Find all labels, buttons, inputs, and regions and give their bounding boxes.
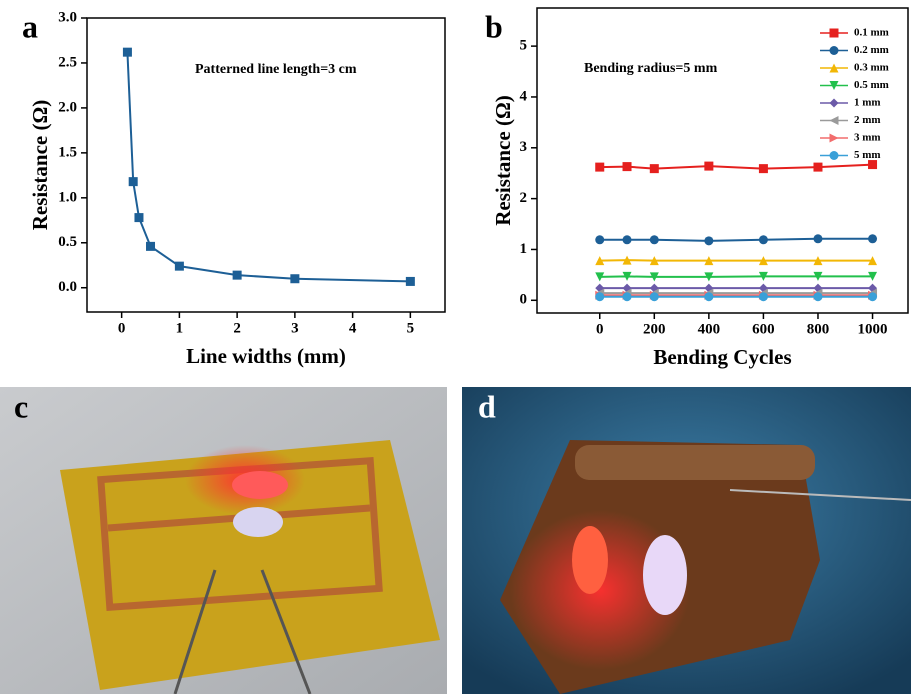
x-tick-label: 2 bbox=[233, 320, 241, 336]
x-tick-label: 200 bbox=[643, 321, 666, 337]
x-tick-label: 1 bbox=[176, 320, 184, 336]
data-point bbox=[759, 235, 768, 244]
data-point bbox=[406, 277, 415, 286]
y-tick-label: 0.5 bbox=[58, 234, 77, 250]
y-tick-label: 3.0 bbox=[58, 9, 77, 25]
legend-label: 0.2 mm bbox=[854, 44, 889, 56]
panel-label: a bbox=[22, 8, 38, 44]
panel-label: c bbox=[14, 388, 28, 424]
legend-marker bbox=[830, 46, 839, 55]
legend-marker bbox=[830, 116, 839, 125]
y-tick-label: 1 bbox=[520, 241, 528, 257]
y-tick-label: 0 bbox=[520, 292, 528, 308]
data-point bbox=[175, 262, 184, 271]
legend-marker bbox=[830, 29, 839, 38]
data-point bbox=[813, 292, 822, 301]
data-point bbox=[595, 292, 604, 301]
data-line bbox=[600, 260, 873, 261]
data-point bbox=[759, 292, 768, 301]
panel-label: b bbox=[485, 8, 503, 44]
legend-label: 0.1 mm bbox=[854, 27, 889, 39]
y-tick-label: 0.0 bbox=[58, 279, 77, 295]
data-point bbox=[134, 213, 143, 222]
x-tick-label: 400 bbox=[698, 321, 721, 337]
data-point bbox=[813, 234, 822, 243]
data-point bbox=[623, 162, 632, 171]
photo-d: d bbox=[462, 387, 911, 694]
data-line bbox=[600, 239, 873, 241]
plot-frame bbox=[537, 8, 908, 313]
data-point bbox=[650, 292, 659, 301]
y-tick-label: 2 bbox=[520, 190, 528, 206]
data-point bbox=[623, 292, 632, 301]
data-point bbox=[146, 242, 155, 251]
legend-marker bbox=[830, 151, 839, 160]
legend-label: 1 mm bbox=[854, 97, 881, 109]
x-tick-label: 600 bbox=[752, 321, 775, 337]
legend-label: 0.3 mm bbox=[854, 62, 889, 74]
x-tick-label: 4 bbox=[349, 320, 357, 336]
data-line bbox=[600, 276, 873, 277]
legend-label: 3 mm bbox=[854, 132, 881, 144]
y-tick-label: 1.0 bbox=[58, 189, 77, 205]
y-tick-label: 3 bbox=[520, 139, 528, 155]
x-axis-label: Bending Cycles bbox=[653, 345, 791, 369]
x-tick-label: 800 bbox=[807, 321, 830, 337]
annotation: Bending radius=5 mm bbox=[584, 61, 718, 76]
legend-label: 0.5 mm bbox=[854, 79, 889, 91]
data-point bbox=[704, 236, 713, 245]
figure: c d 0 1 2 3 4 5 0.0 0.5 1.0 1.5 2.0 2.5 3.0 Line widt… bbox=[0, 0, 911, 694]
x-tick-label: 0 bbox=[118, 320, 126, 336]
data-point bbox=[868, 160, 877, 169]
data-point bbox=[704, 162, 713, 171]
annotation: Patterned line length=3 cm bbox=[195, 62, 357, 77]
data-point bbox=[595, 163, 604, 172]
data-point bbox=[759, 164, 768, 173]
x-tick-label: 0 bbox=[596, 321, 604, 337]
legend-marker bbox=[830, 134, 839, 143]
y-tick-label: 2.0 bbox=[58, 99, 77, 115]
legend-label: 5 mm bbox=[854, 149, 881, 161]
data-point bbox=[233, 271, 242, 280]
legend-label: 2 mm bbox=[854, 114, 881, 126]
legend-marker bbox=[830, 99, 839, 108]
data-point bbox=[650, 235, 659, 244]
data-point bbox=[623, 235, 632, 244]
data-point bbox=[650, 164, 659, 173]
y-axis-label: Resistance (Ω) bbox=[28, 100, 52, 231]
data-point bbox=[595, 235, 604, 244]
data-point bbox=[813, 163, 822, 172]
data-line bbox=[127, 52, 410, 281]
y-tick-label: 4 bbox=[520, 88, 528, 104]
y-tick-label: 2.5 bbox=[58, 54, 77, 70]
panel-label: d bbox=[478, 388, 496, 424]
x-tick-label: 1000 bbox=[858, 321, 888, 337]
data-point bbox=[129, 177, 138, 186]
y-axis-label: Resistance (Ω) bbox=[491, 95, 515, 226]
x-axis-label: Line widths (mm) bbox=[186, 344, 346, 368]
x-tick-label: 5 bbox=[407, 320, 415, 336]
page: c d 0 1 2 3 4 5 0.0 0.5 1.0 1.5 2.0 2.5 3.0 Line widt… bbox=[0, 0, 911, 694]
data-point bbox=[123, 48, 132, 57]
y-tick-label: 5 bbox=[520, 38, 528, 54]
data-point bbox=[868, 234, 877, 243]
data-point bbox=[868, 292, 877, 301]
y-tick-label: 1.5 bbox=[58, 144, 77, 160]
data-line bbox=[600, 165, 873, 169]
data-point bbox=[704, 292, 713, 301]
photo-c: c bbox=[0, 387, 447, 694]
x-tick-label: 3 bbox=[291, 320, 299, 336]
data-point bbox=[290, 274, 299, 283]
